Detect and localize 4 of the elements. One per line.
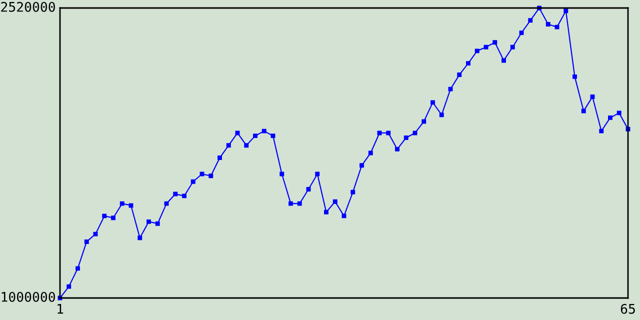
y-tick-label: 1000000 bbox=[2, 292, 55, 302]
x-tick-label: 65 bbox=[620, 304, 635, 314]
y-tick-label: 2520000 bbox=[1, 2, 55, 12]
x-tick-label: 1 bbox=[58, 304, 64, 314]
